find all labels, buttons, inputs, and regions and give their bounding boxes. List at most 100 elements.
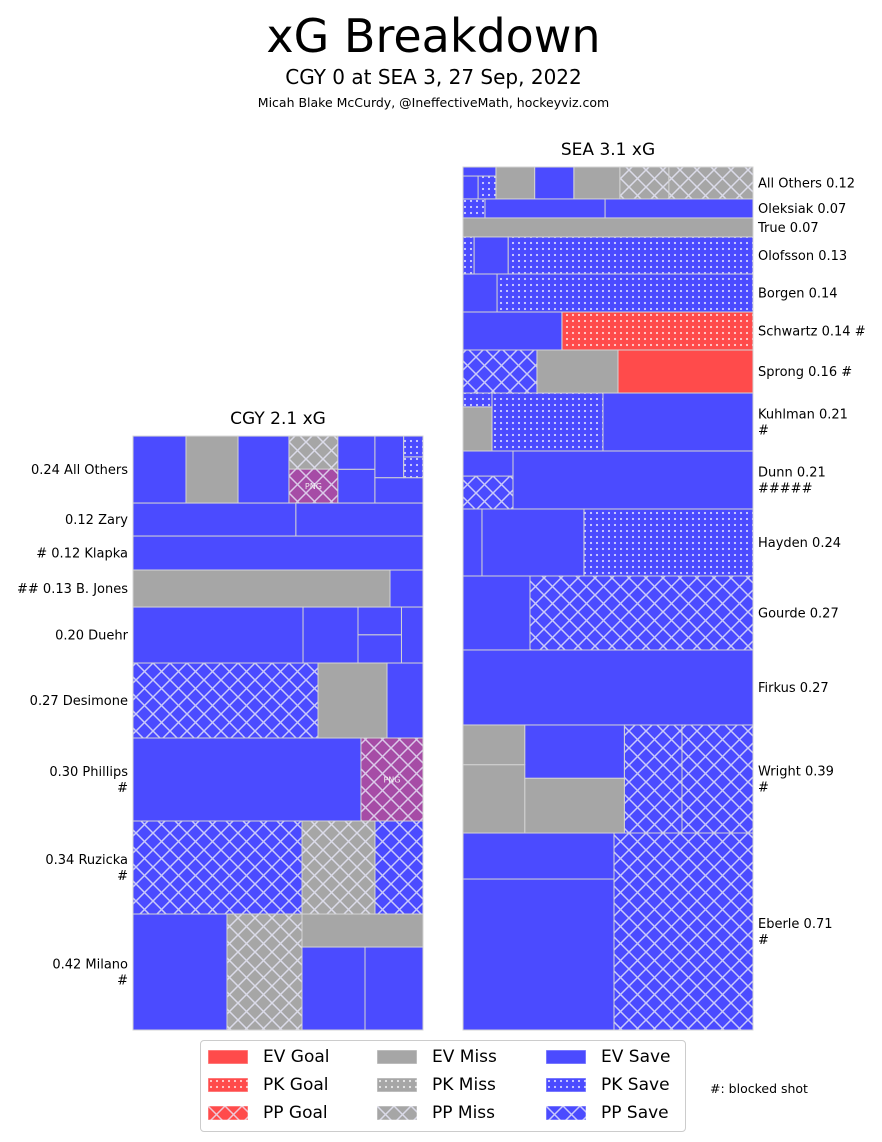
shot-block-ev-save <box>374 435 405 479</box>
shot-block-pp-save <box>623 724 683 834</box>
shot-block-ev-miss <box>462 764 526 834</box>
player-label-line: Dunn 0.21 <box>758 465 826 480</box>
shot-block-ev-save <box>462 175 479 200</box>
shot-block-pp-miss <box>668 166 754 200</box>
player-row: Hayden 0.24 <box>462 508 841 577</box>
player-row: 0.12 Zary <box>65 502 424 537</box>
legend-swatch-fill <box>377 1106 417 1120</box>
player-label-line: # <box>117 869 128 884</box>
player-label-line: 0.34 Ruzicka <box>45 853 128 868</box>
chart-subtitle: CGY 0 at SEA 3, 27 Sep, 2022 <box>285 65 582 89</box>
shot-block-ev-save <box>337 468 376 504</box>
player-label: Kuhlman 0.21 # <box>758 408 848 439</box>
shot-block-ev-save <box>462 508 483 577</box>
player-row: PNG 0.24 All Others <box>31 435 424 504</box>
player-label-line: 0.12 Zary <box>65 513 128 528</box>
legend-swatch-fill <box>377 1078 417 1092</box>
player-label-line: Gourde 0.27 <box>758 606 839 621</box>
legend-label: PP Save <box>601 1103 669 1123</box>
shot-block-pp-save <box>132 820 303 915</box>
shot-block-pp-save <box>374 820 424 915</box>
legend-label: EV Miss <box>432 1047 497 1067</box>
player-label: True 0.07 <box>757 221 819 236</box>
player-label: Wright 0.39 # <box>758 764 834 795</box>
player-row: ## 0.13 B. Jones <box>17 569 424 608</box>
shot-block-ev-save <box>301 946 366 1031</box>
shot-block-ev-save <box>357 634 402 664</box>
player-label-line: 0.20 Duehr <box>55 629 129 644</box>
player-label-line: # <box>758 780 769 795</box>
legend-swatch-fill <box>208 1050 248 1064</box>
shot-block-ev-miss <box>185 435 239 504</box>
player-label: Sprong 0.16 # <box>758 365 852 380</box>
player-label-line: Olofsson 0.13 <box>758 249 847 264</box>
legend-swatch-fill <box>208 1078 248 1092</box>
shot-block-ev-miss <box>317 662 388 739</box>
shot-block-ev-save <box>462 273 498 313</box>
shot-block-pp-save <box>681 724 754 834</box>
player-label: Borgen 0.14 <box>758 287 838 302</box>
shot-block-ev-save <box>295 502 424 537</box>
shot-block-ev-save <box>357 606 402 636</box>
shot-block-ev-save <box>132 737 362 822</box>
legend-label: PK Miss <box>432 1075 496 1095</box>
shot-block-ev-save <box>462 166 497 177</box>
shot-block-pk-save <box>403 435 424 458</box>
player-row: Olofsson 0.13 <box>462 236 847 275</box>
player-label-line: Sprong 0.16 # <box>758 365 852 380</box>
player-row: 0.42 Milano # <box>52 913 424 1031</box>
shot-block-ev-save <box>484 198 606 219</box>
player-row: # 0.12 Klapka <box>36 535 424 571</box>
chart-title: xG Breakdown <box>266 9 601 63</box>
shot-block-ev-save <box>462 649 754 726</box>
player-row: Wright 0.39 # <box>462 724 834 834</box>
shot-block-pk-save <box>403 456 424 479</box>
player-row: 0.27 Desimone <box>30 662 424 739</box>
shot-block-pp-save <box>462 475 514 510</box>
shot-block-pk-save <box>462 236 475 275</box>
legend-label: PP Goal <box>263 1103 328 1123</box>
player-label-line: # <box>117 974 128 989</box>
shot-block-ev-miss <box>462 217 754 238</box>
player-label-line: Kuhlman 0.21 <box>758 408 848 423</box>
player-label-line: # <box>117 781 128 796</box>
shot-block-ev-save <box>462 311 563 351</box>
legend-swatch-fill <box>546 1050 586 1064</box>
legend-swatch <box>377 1050 417 1064</box>
player-row: 0.20 Duehr <box>55 606 424 664</box>
player-label-line: Wright 0.39 <box>758 764 834 779</box>
player-label: Eberle 0.71 # <box>758 917 833 948</box>
legend-label: PK Save <box>601 1075 670 1095</box>
team-title: CGY 2.1 xG <box>230 409 326 429</box>
legend-swatch <box>546 1078 586 1092</box>
chart-credit: Micah Blake McCurdy, @IneffectiveMath, h… <box>257 95 610 110</box>
legend-swatch <box>546 1050 586 1064</box>
player-label-line: 0.30 Phillips <box>49 765 128 780</box>
legend-swatch-fill <box>377 1050 417 1064</box>
player-label: Hayden 0.24 <box>758 536 841 551</box>
player-label: 0.42 Milano # <box>52 958 128 989</box>
player-label-line: 0.27 Desimone <box>30 694 128 709</box>
shot-block-ev-save <box>462 450 514 477</box>
player-label: All Others 0.12 <box>758 176 855 191</box>
player-label: 0.30 Phillips # <box>49 765 128 796</box>
shot-block-ev-save <box>462 832 615 880</box>
player-label: Schwartz 0.14 # <box>758 325 866 340</box>
player-row: Oleksiak 0.07 <box>462 198 846 219</box>
shot-block-pp-miss <box>619 166 670 200</box>
shot-block-ev-save <box>364 946 424 1031</box>
player-row: All Others 0.12 <box>462 166 855 200</box>
shot-block-ev-save <box>132 913 228 1031</box>
shot-block-pp-save <box>529 575 754 651</box>
player-label: 0.12 Zary <box>65 513 128 528</box>
player-label-line: # <box>758 424 769 439</box>
player-row: Eberle 0.71 # <box>462 832 833 1031</box>
shot-block-ev-save <box>602 392 754 452</box>
player-label-line: 0.24 All Others <box>31 463 128 478</box>
player-label-line: ##### <box>758 481 812 496</box>
legend-swatch <box>377 1106 417 1120</box>
legend-swatch <box>377 1078 417 1092</box>
legend: EV Goal PK Goal PP Goal EV Miss PK Miss … <box>200 1040 686 1132</box>
legend-label: EV Goal <box>263 1047 330 1067</box>
